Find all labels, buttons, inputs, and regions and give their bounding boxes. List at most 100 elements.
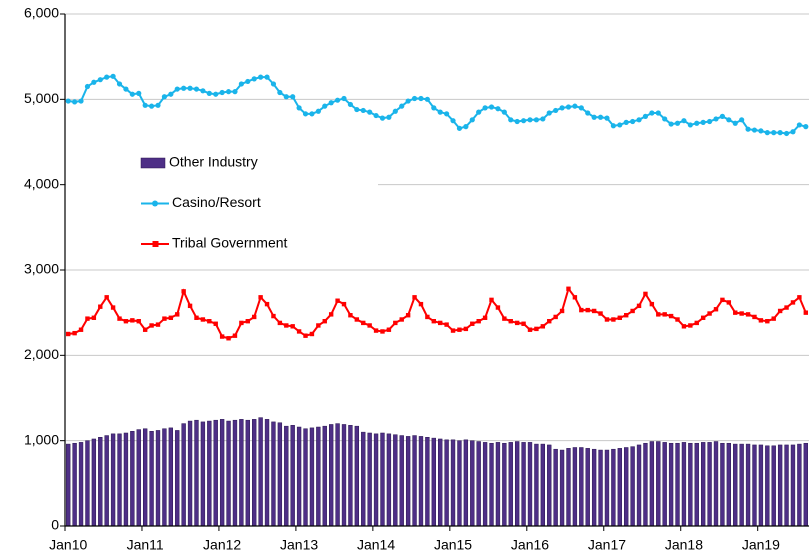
bar <box>668 442 674 527</box>
marker <box>136 319 141 324</box>
marker <box>457 327 462 332</box>
marker <box>668 313 674 319</box>
bar <box>431 437 436 527</box>
legend-label: Other Industry <box>169 154 258 170</box>
marker <box>380 329 385 334</box>
marker <box>733 310 738 315</box>
bar <box>361 431 366 527</box>
marker <box>290 94 296 100</box>
marker <box>104 295 109 300</box>
marker <box>501 109 507 115</box>
marker <box>123 319 129 324</box>
bar <box>130 431 135 527</box>
marker <box>527 327 533 332</box>
marker <box>598 311 603 316</box>
marker <box>694 120 700 126</box>
bar <box>335 423 340 527</box>
marker <box>488 104 495 110</box>
marker <box>66 331 71 337</box>
marker <box>476 319 481 324</box>
bar <box>514 441 520 527</box>
marker <box>431 105 437 111</box>
marker <box>604 317 610 322</box>
marker <box>790 300 796 305</box>
x-tick-label: Jan15 <box>434 537 472 553</box>
bar <box>572 447 578 527</box>
marker <box>610 123 616 129</box>
marker <box>328 100 334 106</box>
marker <box>309 111 315 117</box>
bar <box>245 419 250 527</box>
marker <box>322 319 327 324</box>
marker <box>559 105 565 111</box>
marker <box>553 314 558 320</box>
bar <box>700 442 706 527</box>
marker <box>444 111 450 117</box>
legend-label: Casino/Resort <box>172 194 261 210</box>
marker <box>438 320 443 326</box>
bar <box>322 425 327 527</box>
marker <box>706 118 713 125</box>
marker <box>578 105 584 111</box>
marker <box>450 118 456 124</box>
marker <box>200 88 206 94</box>
bar <box>85 440 90 527</box>
marker <box>386 114 392 120</box>
bar <box>226 420 231 527</box>
bar <box>264 419 270 527</box>
marker <box>149 323 154 328</box>
marker <box>547 319 552 324</box>
bar <box>194 419 199 527</box>
marker <box>129 91 135 97</box>
marker <box>758 128 764 134</box>
bar <box>296 426 302 527</box>
bar <box>200 421 206 527</box>
bar <box>91 438 97 527</box>
bar <box>149 431 154 527</box>
bar <box>630 446 635 527</box>
marker <box>354 317 360 322</box>
bar <box>707 442 712 527</box>
marker <box>130 318 135 323</box>
marker <box>78 98 84 104</box>
bar <box>104 435 109 527</box>
bar <box>598 449 603 527</box>
marker <box>277 320 283 326</box>
x-tick-label: Jan17 <box>588 537 626 553</box>
marker <box>309 331 315 337</box>
marker <box>213 321 218 326</box>
marker <box>341 301 347 307</box>
marker <box>245 78 251 85</box>
marker <box>245 319 250 324</box>
marker <box>674 120 681 126</box>
bar <box>123 432 129 527</box>
marker <box>316 323 321 328</box>
marker <box>495 305 501 310</box>
marker <box>630 308 635 314</box>
marker <box>194 315 199 320</box>
marker <box>520 118 527 124</box>
marker <box>726 117 732 123</box>
marker <box>796 122 802 128</box>
bar <box>777 444 783 527</box>
marker <box>271 313 276 319</box>
marker <box>425 314 430 320</box>
bar <box>502 442 507 527</box>
marker <box>572 295 578 300</box>
marker <box>72 330 77 336</box>
marker <box>251 76 257 82</box>
bar <box>803 442 808 527</box>
marker <box>617 122 623 128</box>
x-tick-label: Jan10 <box>49 537 87 553</box>
marker <box>765 319 770 324</box>
bar <box>559 449 565 527</box>
x-tick-label: Jan12 <box>203 537 241 553</box>
x-tick-label: Jan18 <box>665 537 703 553</box>
bar <box>72 442 77 527</box>
marker <box>72 99 78 105</box>
bar <box>470 440 475 527</box>
marker <box>155 322 161 327</box>
bar <box>733 443 738 527</box>
marker <box>181 85 187 91</box>
marker <box>553 107 559 114</box>
